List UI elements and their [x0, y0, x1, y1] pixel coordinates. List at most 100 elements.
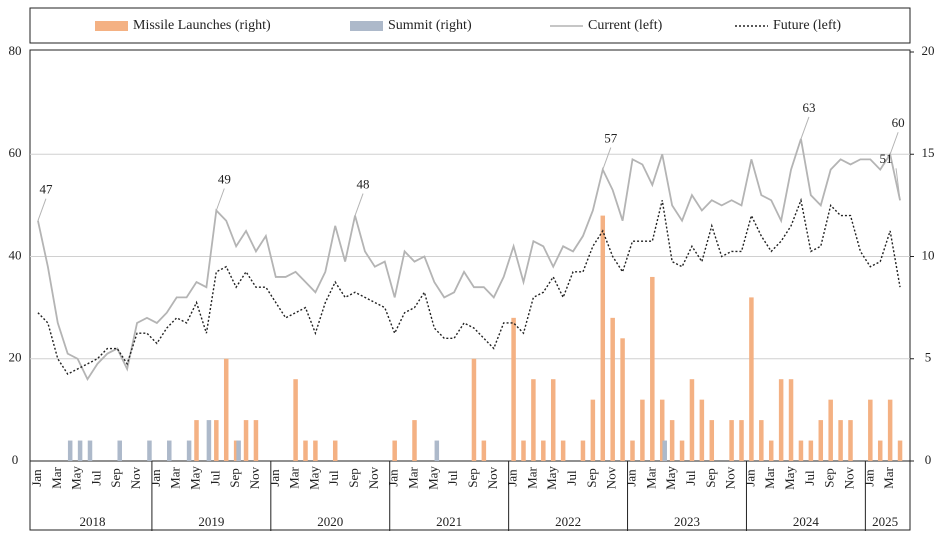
y-tick-label: 60 — [9, 145, 22, 160]
bar — [828, 399, 833, 461]
x-tick-label: May — [187, 466, 202, 490]
annotation-leader — [800, 116, 810, 140]
y-tick-label: 20 — [9, 350, 22, 365]
year-label: 2019 — [198, 514, 224, 529]
bar — [838, 420, 843, 461]
bar — [630, 440, 635, 461]
data-label: 49 — [218, 171, 231, 186]
y2-tick-label: 0 — [925, 452, 932, 467]
bar — [600, 215, 606, 461]
bar — [194, 420, 199, 461]
legend-swatch — [95, 21, 128, 31]
bar — [253, 420, 259, 461]
bar — [313, 440, 318, 461]
y-tick-label: 80 — [9, 43, 22, 58]
x-tick-label: Mar — [405, 467, 420, 489]
year-label: 2020 — [317, 514, 343, 529]
bar — [471, 358, 477, 461]
bar — [511, 317, 516, 461]
data-label: 51 — [880, 151, 893, 166]
x-tick-label: May — [306, 466, 321, 490]
bar — [662, 440, 667, 461]
bar — [887, 399, 893, 461]
x-tick-label: Jan — [861, 469, 876, 487]
year-label: 2021 — [436, 514, 462, 529]
x-tick-label: Mar — [287, 467, 302, 489]
bar — [808, 440, 814, 461]
bar — [659, 399, 665, 461]
bar — [709, 420, 715, 461]
y-tick-label: 40 — [9, 247, 22, 262]
bar — [392, 440, 397, 461]
data-label: 57 — [604, 131, 618, 146]
bar — [868, 399, 873, 461]
bar — [206, 420, 212, 461]
x-tick-label: Nov — [247, 466, 262, 489]
x-tick-label: Sep — [703, 468, 718, 488]
x-tick-label: May — [69, 466, 84, 490]
bar — [590, 399, 596, 461]
bar — [699, 399, 705, 461]
annotation-leader — [37, 198, 47, 221]
x-tick-label: Jan — [267, 469, 282, 487]
bar — [818, 420, 824, 461]
bar — [214, 420, 219, 461]
x-tick-label: Sep — [822, 468, 837, 488]
x-tick-label: Mar — [762, 467, 777, 489]
bar — [434, 440, 440, 461]
bar — [897, 440, 903, 461]
x-tick-label: Jul — [207, 470, 222, 486]
annotation-leader — [889, 132, 899, 155]
bar — [768, 440, 774, 461]
x-tick-label: Jul — [445, 470, 460, 486]
bar — [117, 440, 122, 461]
legend-label: Future (left) — [773, 18, 841, 33]
bar — [798, 440, 804, 461]
bar — [560, 440, 566, 461]
x-tick-label: Nov — [366, 466, 381, 489]
line — [37, 197, 901, 376]
legend-label: Summit (right) — [388, 18, 472, 33]
year-label: 2022 — [555, 514, 581, 529]
bar — [848, 420, 853, 461]
x-tick-label: Mar — [168, 467, 183, 489]
bar — [669, 420, 675, 461]
bar — [729, 420, 734, 461]
annotation-leader — [215, 188, 225, 211]
x-tick-label: Jul — [683, 470, 698, 486]
bar — [87, 440, 93, 461]
x-tick-label: Sep — [346, 468, 361, 488]
bar — [521, 440, 526, 461]
x-tick-label: Mar — [49, 467, 64, 489]
annotation-leader — [354, 193, 364, 216]
data-label: 60 — [892, 115, 905, 130]
bar — [640, 399, 645, 461]
x-tick-label: Sep — [584, 468, 599, 488]
x-tick-label: Jan — [623, 469, 638, 487]
y2-tick-label: 15 — [922, 145, 935, 160]
bar — [293, 379, 298, 461]
bar — [147, 440, 152, 461]
bar — [620, 338, 625, 461]
x-tick-label: Sep — [227, 468, 242, 488]
x-tick-label: May — [782, 466, 797, 490]
x-tick-label: Nov — [128, 466, 143, 489]
bar — [332, 440, 338, 461]
x-tick-label: May — [663, 466, 678, 490]
x-tick-label: Nov — [841, 466, 856, 489]
line — [37, 138, 901, 382]
bar — [689, 379, 695, 461]
bar — [749, 297, 754, 461]
annotation-leader — [895, 168, 901, 201]
x-tick-label: Nov — [485, 466, 500, 489]
x-tick-label: Mar — [881, 467, 896, 489]
y2-tick-label: 5 — [925, 350, 932, 365]
bar — [778, 379, 784, 461]
bar — [412, 420, 417, 461]
bar — [739, 420, 744, 461]
bar — [650, 276, 655, 461]
year-label: 2024 — [793, 514, 820, 529]
year-label: 2023 — [674, 514, 700, 529]
x-tick-label: Jul — [802, 470, 817, 486]
